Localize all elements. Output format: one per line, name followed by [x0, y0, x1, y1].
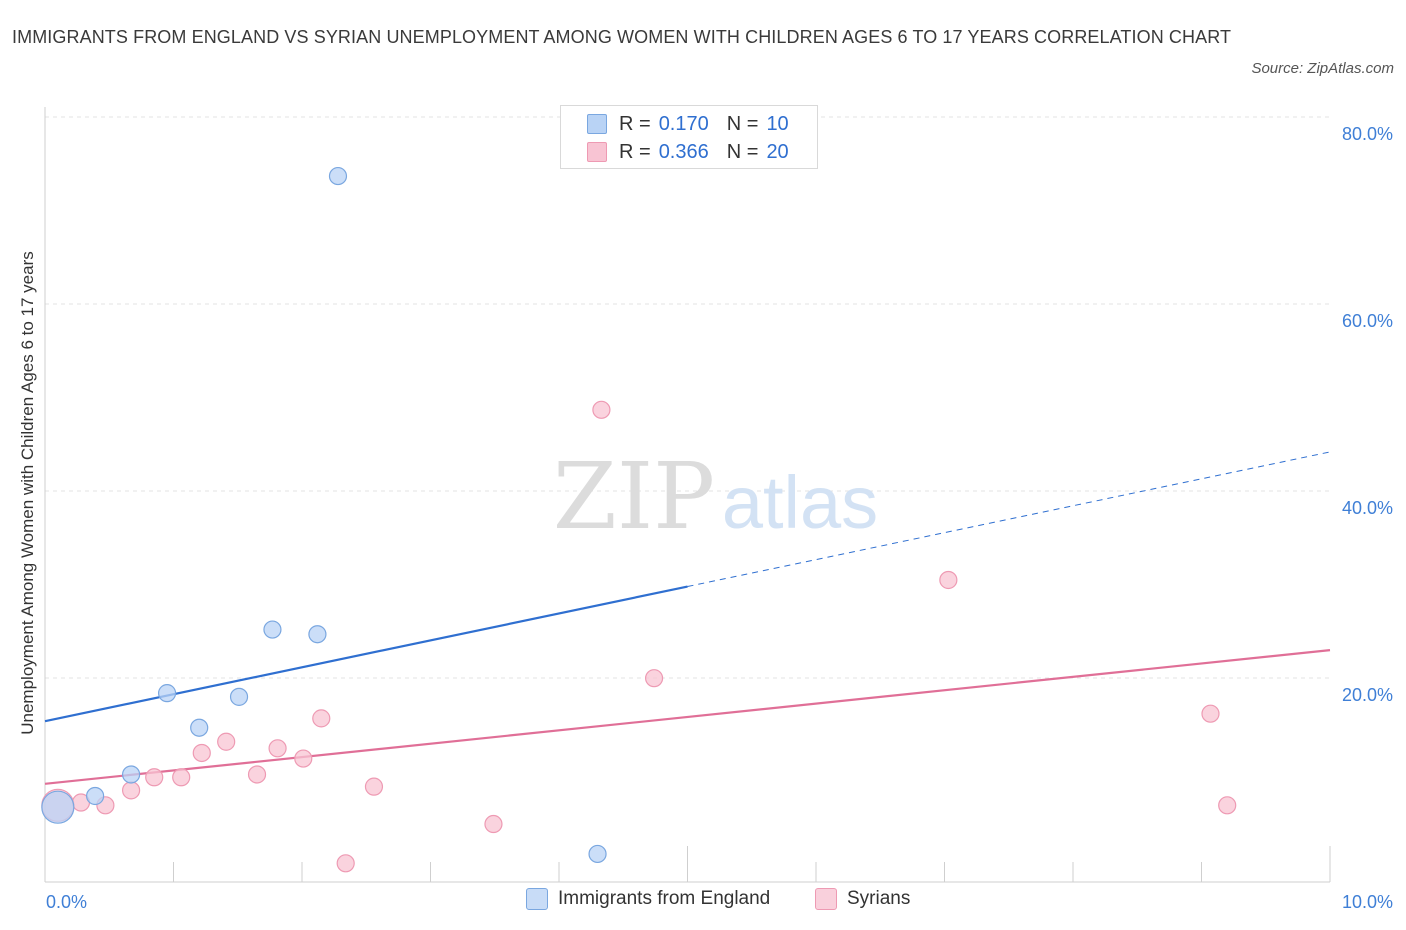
r-label: R = — [619, 112, 651, 135]
england-point — [263, 620, 282, 639]
watermark-atlas: atlas — [722, 461, 878, 544]
syrian-point — [192, 743, 211, 763]
axes-layer — [44, 107, 1331, 883]
england-point — [229, 687, 249, 706]
n-value: 20 — [766, 140, 789, 163]
n-label: N = — [726, 140, 759, 163]
series-legend: Immigrants from England Syrians — [0, 888, 1406, 916]
england-point — [41, 790, 75, 824]
legend-item-england[interactable]: Immigrants from England — [526, 888, 770, 910]
syrian-point — [217, 732, 236, 751]
england-trend-line — [44, 585, 688, 723]
chart-title: IMMIGRANTS FROM ENGLAND VS SYRIAN UNEMPL… — [12, 27, 1232, 47]
y-tick-label: 60.0% — [1342, 311, 1393, 331]
y-tick-label: 80.0% — [1342, 124, 1393, 144]
x-tick-label: 0.0% — [46, 892, 87, 912]
r-value: 0.366 — [658, 140, 709, 163]
syrian-point — [247, 765, 267, 784]
syrian-swatch — [587, 142, 607, 162]
legend-item-syrians[interactable]: Syrians — [815, 888, 910, 910]
x-tick-label: 10.0% — [1342, 892, 1393, 912]
r-value: 0.170 — [658, 112, 709, 135]
syrian-point — [294, 749, 313, 768]
stats-legend-row-england: R = 0.170 N = 10 — [587, 111, 789, 137]
england-legend-swatch — [526, 888, 548, 910]
tick-label-layer: 20.0% 40.0% 60.0% 80.0% 0.0% 10.0% — [46, 124, 1393, 912]
syrian-point — [939, 570, 958, 590]
syrian-trend-line — [44, 649, 1331, 785]
y-tick-label: 20.0% — [1342, 685, 1393, 705]
grid-layer — [45, 116, 1330, 679]
england-swatch — [587, 114, 607, 134]
syrian-point — [145, 768, 164, 787]
y-tick-label: 40.0% — [1342, 498, 1393, 518]
points-layer — [41, 166, 1237, 873]
watermark: ZIP atlas — [553, 443, 878, 550]
watermark-zip: ZIP — [553, 443, 715, 550]
syrian-point — [268, 739, 287, 758]
stats-legend-row-syrians: R = 0.366 N = 20 — [587, 139, 789, 165]
syrian-point — [484, 814, 503, 834]
syrian-point — [592, 400, 611, 419]
syrian-point — [172, 768, 191, 787]
trend-layer — [44, 451, 1331, 785]
syrian-point — [312, 709, 331, 728]
syrian-point — [121, 781, 141, 800]
england-point — [190, 718, 209, 737]
england-point — [121, 765, 141, 784]
source-label: Source: ZipAtlas.com — [1251, 60, 1394, 77]
legend-label-england: Immigrants from England — [558, 888, 771, 909]
england-point — [86, 786, 105, 806]
r-label: R = — [619, 140, 651, 163]
legend-label-syrians: Syrians — [847, 888, 911, 909]
england-point — [157, 684, 177, 703]
syrian-legend-swatch — [815, 888, 837, 910]
syrian-point — [336, 854, 355, 873]
n-label: N = — [726, 112, 759, 135]
syrian-point — [644, 669, 664, 688]
syrian-point — [1201, 704, 1220, 723]
england-point — [308, 625, 327, 644]
syrian-point — [364, 777, 384, 796]
syrian-point — [1218, 796, 1237, 815]
stats-legend: R = 0.170 N = 10 R = 0.366 N = 20 — [560, 105, 818, 169]
england-point — [588, 844, 607, 864]
n-value: 10 — [766, 112, 789, 135]
england-point — [328, 166, 348, 186]
